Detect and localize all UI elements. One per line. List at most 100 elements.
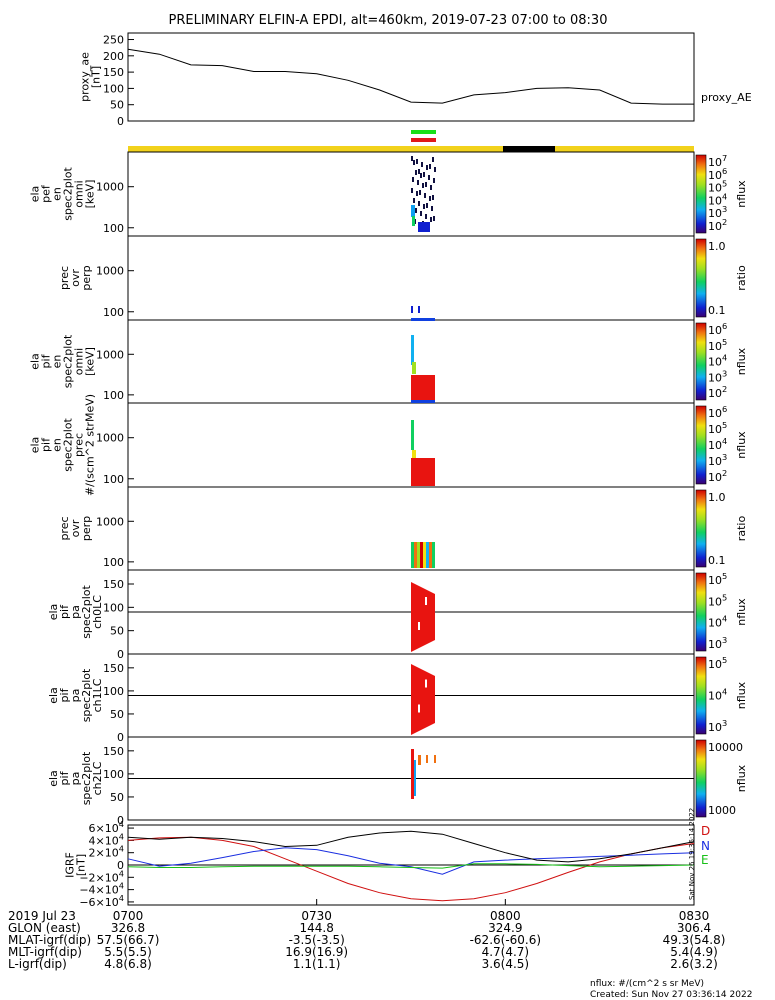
spectrogram-ylabel-6-line: pa [69,605,82,619]
spectrogram-ylabel-1-line: pef [40,184,53,203]
proxy-ae-ytick-label: 150 [103,66,124,79]
spectrogram-ytick-label: 100 [103,222,124,235]
science-bar-green [411,130,436,134]
spectrogram-ytick-label: 100 [103,556,124,569]
spectrogram-cell [426,165,428,170]
proxy-ae-frame [127,32,695,122]
spectrogram-ylabel-6-line: spec2plot [80,585,93,639]
spectrogram-ytick-label: 0 [117,814,124,827]
spectrogram-cell [414,542,417,568]
plot-title: PRELIMINARY ELFIN-A EPDI, alt=460km, 201… [169,13,608,28]
side-timestamp: Sat Nov 26 19:36:14 2022 [688,808,696,900]
spectrogram-cell [434,755,436,763]
spectrogram-ylabel-5-line: ovr [69,519,82,537]
spectrogram-ytick-label: 50 [110,791,124,804]
colorbar-tick-label: 103 [708,368,727,384]
spectrogram-ylabel-8-line: ch2LC [91,761,104,795]
igrf-ytick-label: −6×104 [79,893,124,909]
colorbar-tick-label: 1000 [708,804,736,817]
time-tick-label: 0800 [490,909,521,923]
spectrogram-cell [420,173,422,178]
colorbar-tick-label: 103 [708,204,727,220]
igrf-ytick-label: 6×104 [89,819,124,835]
spectrogram-cell [411,749,414,799]
spectrogram-cell [418,222,430,232]
spectrogram-ylabel-7-line: pif [58,687,71,702]
footer-units: nflux: #/(cm^2 s sr MeV) [590,979,704,989]
spectrogram-ytick-label: 1000 [96,265,124,278]
spectrogram-cell [426,318,429,321]
spectrogram-cell [426,542,429,568]
spectrogram-cell [432,195,434,200]
spectrogram-ylabel-1-line: [keV] [84,180,97,209]
colorbar-7 [695,656,707,735]
spectrogram-ytick-label: 1000 [96,515,124,528]
spectrogram-cell [423,542,426,568]
spectrogram-ylabel-6-line: ch0LC [91,595,104,629]
spectrogram-cell [415,170,417,175]
spectrogram-cell [412,177,414,182]
spectrogram-ylabel-8-line: spec2plot [80,751,93,805]
colorbar-2 [695,238,707,318]
footer-row-value: 4.8(6.8) [104,957,152,971]
spectrogram-ylabel-6-line: ela [47,604,60,621]
spectrogram-cell [411,458,435,486]
pitch-angle-flux-7 [411,664,435,735]
spectrogram-ytick-label: 100 [103,768,124,781]
spectrogram-cell [412,216,415,226]
spectrogram-cell [420,542,423,568]
colorbar-3 [695,322,707,401]
footer-row-label: 2019 Jul 23 [8,909,76,923]
spectrogram-cell [413,198,415,203]
colorbar-tick-label: 104 [708,687,727,703]
spectrogram-cell [421,162,423,167]
spectrogram-cell [425,679,427,688]
spectrogram-cell [412,450,416,458]
spectrogram-cell [429,542,432,568]
igrf-ytick-label: 4×104 [89,831,124,847]
spectrogram-cell [429,318,432,321]
spectrogram-ylabel-8-line: ela [47,770,60,787]
footer-row-value: 4.7(4.7) [482,945,530,959]
footer-row-value: 5.4(4.9) [670,945,718,959]
igrf-ytick-label: −2×104 [79,868,124,884]
spectrogram-ytick-label: 100 [103,601,124,614]
proxy-ae-legend: proxy_AE [701,91,752,104]
spectrogram-cell [411,188,413,193]
colorbar-label-7: nflux [735,681,748,709]
spectrogram-ylabel-4-line: pif [40,437,53,452]
spectrogram-cell [411,375,435,403]
footer-row-label: L-igrf(dip) [8,957,67,971]
colorbar-label-5: ratio [735,516,748,542]
spectrogram-cell [423,318,426,321]
colorbar-tick-label: 104 [708,614,727,630]
colorbar-4 [695,405,707,485]
colorbar-tick-label: 104 [708,191,727,207]
spectrogram-cell [411,318,414,321]
spectrogram-ylabel-8-line: pif [58,770,71,785]
proxy-ae-ytick-label: 50 [110,99,124,112]
time-tick-label: 0700 [113,909,144,923]
spectrogram-ylabel-2-line: ovr [69,269,82,287]
spectrogram-cell [415,208,417,213]
proxy-ae-ylabel: proxy_ae[nT] [79,52,103,102]
colorbar-tick-label: 102 [708,468,727,484]
colorbar-tick-label: 102 [708,217,727,233]
spectrogram-cell [430,185,432,190]
spectrogram-ylabel-4-line: ela [29,437,42,454]
colorbar-label-2: ratio [735,265,748,291]
spectrogram-cell [423,400,426,403]
footer-row-value: 326.8 [111,921,145,935]
igrf-series-line [127,847,695,875]
colorbar-label-3: nflux [735,347,748,375]
proxy-ae-ytick-label: 100 [103,82,124,95]
spectrogram-ylabel-1-line: en [51,187,64,201]
spectrogram-ytick-label: 1000 [96,432,124,445]
spectrogram-cell [414,318,417,321]
spectrogram-ylabel-2-line: prec [58,266,71,290]
footer-row-value: 5.5(5.5) [104,945,152,959]
colorbar-tick-label: 105 [708,571,727,587]
colorbar-6 [695,572,707,652]
colorbar-tick-label: 104 [708,353,727,369]
spectrogram-ylabel-3-line: en [51,355,64,369]
